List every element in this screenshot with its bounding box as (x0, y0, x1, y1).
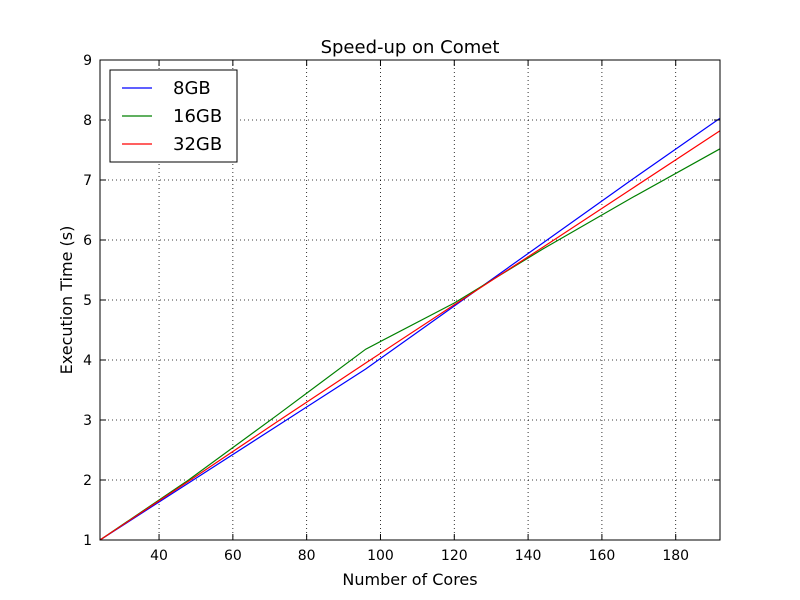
series-line-32gb (99, 130, 721, 541)
axis-ticks: 40 60 80 100 120 140 160 180 1 2 3 4 5 6 7 8 9 (83, 53, 720, 564)
legend-label: 32GB (173, 134, 222, 155)
y-tick-label: 7 (83, 173, 92, 189)
x-axis-label: Number of Cores (342, 570, 477, 589)
legend-label: 16GB (173, 106, 222, 127)
legend: 8GB 16GB 32GB (109, 69, 238, 163)
x-tick-label: 40 (150, 548, 168, 564)
grid (100, 59, 720, 541)
y-tick-label: 2 (83, 473, 92, 489)
y-tick-label: 8 (83, 113, 92, 129)
x-tick-label: 160 (589, 548, 616, 564)
y-tick-label: 9 (83, 53, 92, 69)
y-tick-label: 1 (83, 533, 92, 549)
y-axis-label: Execution Time (s) (57, 226, 76, 375)
chart-title: Speed-up on Comet (321, 37, 500, 58)
legend-label: 8GB (173, 78, 211, 99)
x-tick-label: 60 (224, 548, 242, 564)
x-tick-label: 80 (298, 548, 316, 564)
x-tick-label: 140 (515, 548, 542, 564)
series-line-8gb (99, 117, 721, 541)
y-tick-label: 6 (83, 233, 92, 249)
y-tick-label: 5 (83, 293, 92, 309)
y-tick-label: 3 (83, 413, 92, 429)
series-line-16gb (99, 148, 721, 541)
y-tick-label: 4 (83, 353, 92, 369)
x-tick-label: 120 (441, 548, 468, 564)
series-layer (99, 117, 721, 541)
x-tick-label: 180 (662, 548, 689, 564)
x-tick-label: 100 (367, 548, 394, 564)
